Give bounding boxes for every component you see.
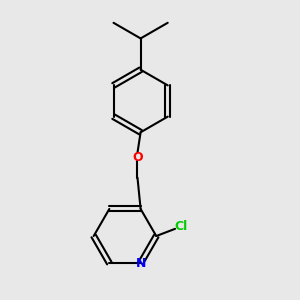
Text: O: O <box>132 151 143 164</box>
Text: Cl: Cl <box>175 220 188 233</box>
Text: N: N <box>135 256 146 270</box>
